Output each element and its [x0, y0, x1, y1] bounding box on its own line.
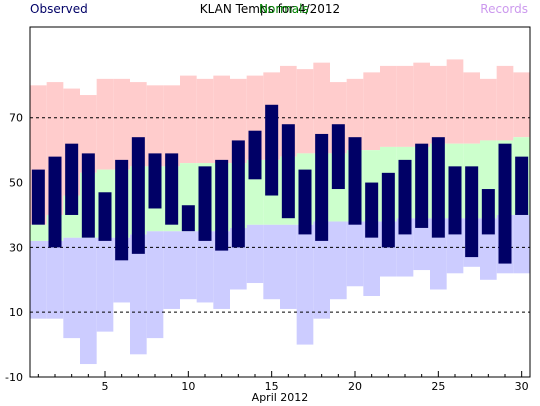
x-tick-label-5: 5 — [102, 380, 109, 393]
x-tick-label-30: 30 — [515, 380, 529, 393]
record-high-bar-day-8 — [146, 85, 164, 167]
record-low-bar-day-15 — [263, 224, 280, 300]
record-low-bar-day-2 — [46, 240, 64, 319]
observed-bar-day-15 — [265, 104, 279, 196]
y-tick-label-50: 50 — [9, 177, 23, 190]
record-high-bar-day-10 — [180, 75, 197, 164]
record-high-bar-day-22 — [380, 65, 397, 147]
record-low-bar-day-11 — [196, 231, 214, 303]
record-low-bar-day-18 — [313, 221, 330, 319]
observed-bar-day-18 — [315, 133, 329, 241]
observed-bar-day-5 — [98, 192, 112, 241]
record-high-bar-day-30 — [513, 72, 530, 138]
record-low-bar-day-5 — [96, 237, 114, 332]
observed-bar-day-24 — [415, 143, 429, 228]
observed-bar-day-13 — [231, 140, 245, 248]
legend-observed: Observed — [30, 2, 88, 16]
observed-bar-day-9 — [165, 153, 179, 225]
observed-bar-day-1 — [31, 169, 45, 225]
observed-bar-day-6 — [115, 159, 129, 261]
observed-bar-day-7 — [131, 137, 145, 254]
record-high-bar-day-27 — [463, 72, 480, 144]
x-tick-label-20: 20 — [348, 380, 362, 393]
x-tick-label-15: 15 — [265, 380, 279, 393]
record-low-bar-day-19 — [330, 221, 347, 300]
observed-bar-day-27 — [465, 166, 479, 258]
observed-bar-day-20 — [348, 137, 362, 225]
record-high-bar-day-23 — [396, 65, 414, 147]
observed-bar-day-29 — [498, 143, 512, 264]
observed-bar-day-28 — [481, 189, 495, 235]
y-tick-label-30: 30 — [9, 241, 23, 254]
record-high-bar-day-26 — [446, 59, 464, 144]
observed-bar-day-22 — [381, 172, 395, 248]
record-high-bar-day-18 — [313, 62, 330, 154]
observed-bar-day-10 — [181, 205, 195, 232]
y-tick-label--10: -10 — [5, 371, 23, 384]
record-low-bar-day-4 — [80, 237, 97, 365]
record-high-bar-day-29 — [496, 65, 514, 141]
record-low-bar-day-21 — [363, 221, 380, 296]
legend-normals: Normals — [259, 2, 309, 16]
y-tick-label-10: 10 — [9, 306, 23, 319]
observed-bar-day-16 — [281, 124, 295, 219]
record-low-bar-day-16 — [280, 224, 297, 309]
observed-bar-day-11 — [198, 166, 212, 241]
record-low-bar-day-20 — [346, 221, 364, 287]
normal-bar-day-1 — [30, 224, 47, 241]
observed-bar-day-12 — [215, 159, 229, 251]
record-low-bar-day-1 — [30, 240, 47, 319]
record-low-bar-day-14 — [246, 224, 264, 284]
record-high-bar-day-20 — [346, 78, 364, 151]
record-low-bar-day-17 — [296, 224, 314, 345]
observed-layer — [31, 104, 529, 264]
plot-frame — [29, 26, 531, 378]
record-high-bar-day-6 — [113, 78, 130, 170]
chart-title: KLAN Temps for 4/2012 — [199, 2, 341, 16]
x-tick-label-25: 25 — [431, 380, 445, 393]
observed-bar-day-3 — [65, 143, 79, 215]
observed-bar-day-30 — [515, 156, 529, 215]
observed-bar-day-14 — [248, 130, 262, 180]
record-high-bar-day-5 — [96, 78, 114, 170]
observed-bar-day-21 — [365, 182, 379, 238]
record-high-bar-day-25 — [430, 65, 447, 144]
observed-bar-day-25 — [431, 137, 445, 238]
record-high-bar-day-9 — [163, 85, 180, 167]
record-low-bar-day-9 — [163, 231, 180, 309]
legend-records: Records — [480, 2, 528, 16]
observed-bar-day-8 — [148, 153, 162, 209]
record-high-bar-day-12 — [213, 75, 230, 164]
record-low-bar-day-7 — [130, 234, 147, 355]
record-high-bar-day-11 — [196, 78, 214, 164]
observed-bar-day-19 — [331, 124, 345, 190]
gridlines — [30, 117, 530, 313]
record-high-bar-day-24 — [413, 62, 430, 147]
observed-bar-day-2 — [48, 156, 62, 248]
record-high-bar-day-21 — [363, 72, 380, 151]
record-high-bar-day-28 — [480, 78, 497, 141]
observed-bar-day-23 — [398, 159, 412, 235]
record-low-bar-day-30 — [513, 214, 530, 274]
record-low-bar-day-8 — [146, 231, 164, 339]
x-axis-label: April 2012 — [252, 391, 309, 404]
observed-bar-day-26 — [448, 166, 462, 235]
observed-bar-day-17 — [298, 169, 312, 235]
record-low-bar-day-10 — [180, 231, 197, 300]
observed-bar-day-4 — [81, 153, 95, 238]
record-high-bar-day-17 — [296, 69, 314, 154]
x-tick-label-10: 10 — [181, 380, 195, 393]
record-low-bar-day-3 — [63, 237, 80, 339]
record-low-bar-day-24 — [413, 218, 430, 271]
axes: 5 10 15 20 25 30 -10 10 30 50 70 — [5, 112, 529, 393]
y-tick-label-70: 70 — [9, 112, 23, 125]
